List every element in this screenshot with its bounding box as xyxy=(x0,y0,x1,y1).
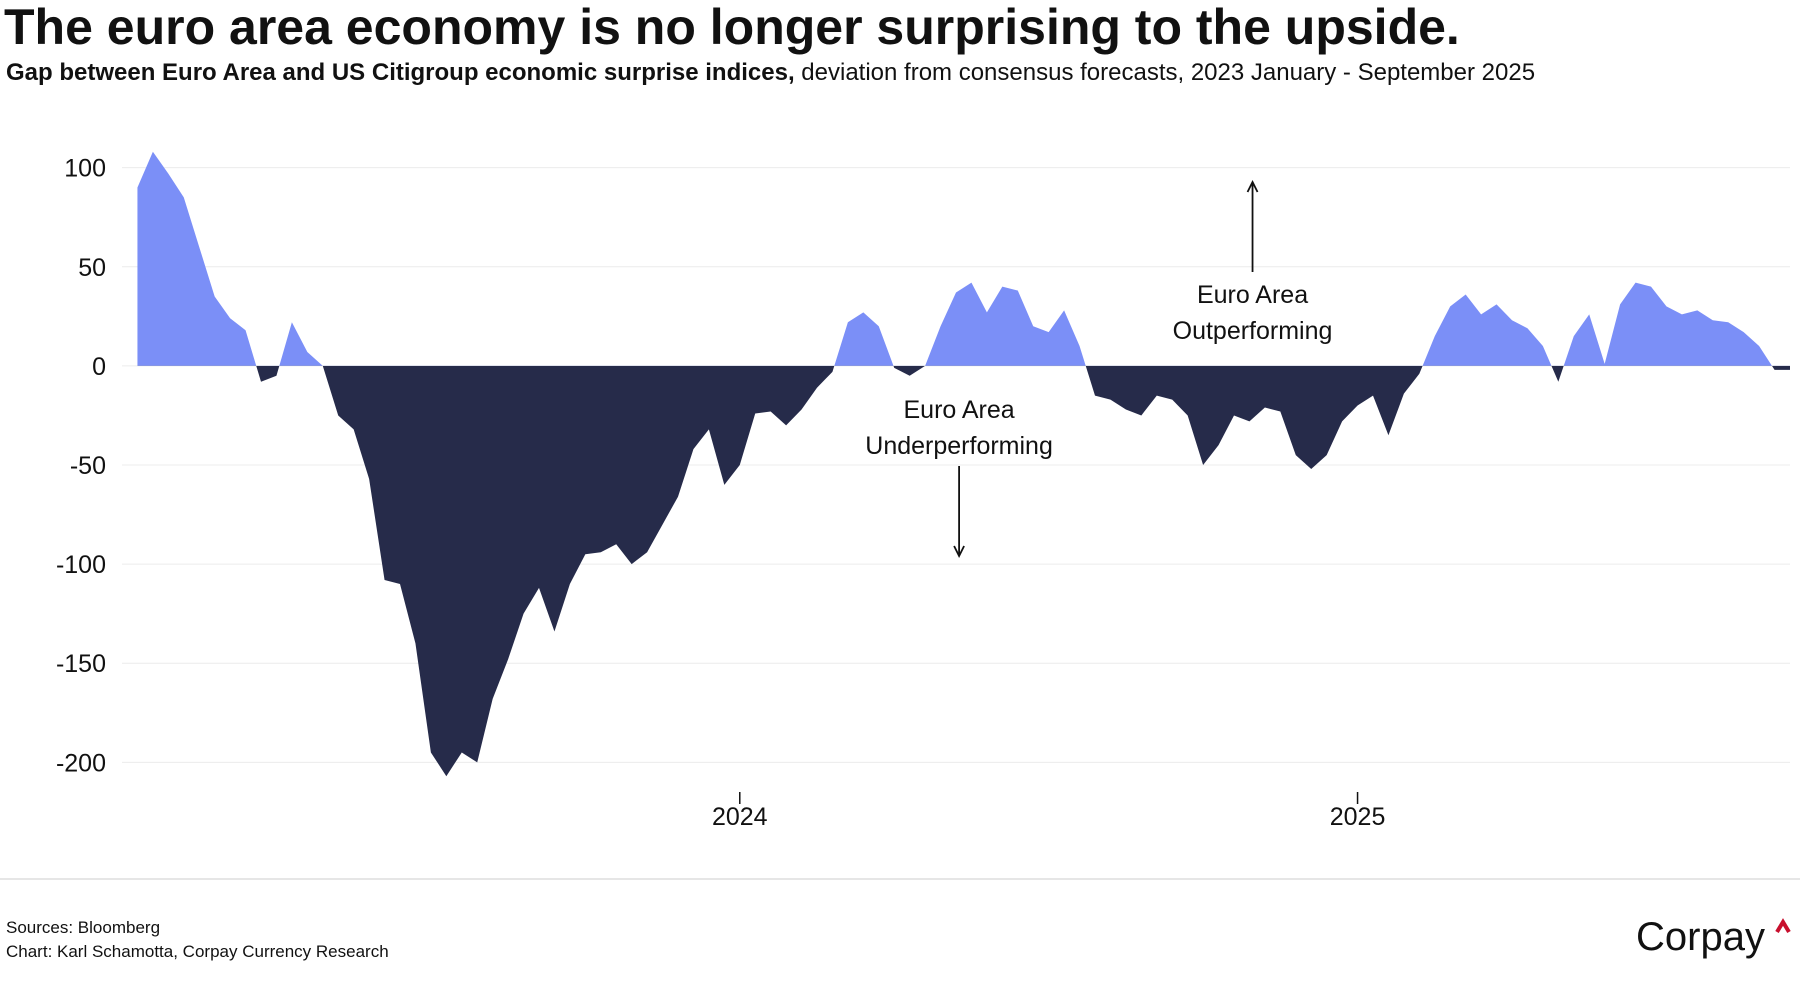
logo-caret xyxy=(1775,918,1791,934)
annotation-text: Euro Area xyxy=(903,396,1014,424)
x-tick-label: 2024 xyxy=(712,803,768,831)
y-tick-label: -150 xyxy=(56,650,106,678)
y-tick-label: 50 xyxy=(78,254,106,282)
credit: Chart: Karl Schamotta, Corpay Currency R… xyxy=(6,942,389,961)
subtitle-bold: Gap between Euro Area and US Citigroup e… xyxy=(6,59,795,86)
y-tick-label: -50 xyxy=(70,452,106,480)
logo: Corpay xyxy=(1636,915,1765,959)
y-tick-label: 0 xyxy=(92,353,106,381)
annotation-arrowhead xyxy=(1246,179,1259,193)
annotation-text: Outperforming xyxy=(1173,317,1333,345)
y-tick-label: 100 xyxy=(64,155,106,183)
chart-title: The euro area economy is no longer surpr… xyxy=(4,0,1460,55)
annotation-text: Underperforming xyxy=(865,432,1053,460)
annotation-text: Euro Area xyxy=(1197,281,1308,309)
area-positive xyxy=(137,151,1790,366)
sources: Sources: Bloomberg xyxy=(6,918,160,937)
area-negative xyxy=(256,365,1790,777)
y-tick-label: -200 xyxy=(56,749,106,777)
chart-subtitle: Gap between Euro Area and US Citigroup e… xyxy=(6,59,1535,86)
x-tick-label: 2025 xyxy=(1330,803,1386,831)
plot-area: -200 -150 -100 -50 0 50 100 2024 2025 Euro Area Ou… xyxy=(56,151,1790,831)
annotation-arrowhead xyxy=(953,545,965,559)
y-tick-label: -100 xyxy=(56,551,106,579)
subtitle: deviation from consensus forecasts, 2023… xyxy=(801,59,1535,86)
